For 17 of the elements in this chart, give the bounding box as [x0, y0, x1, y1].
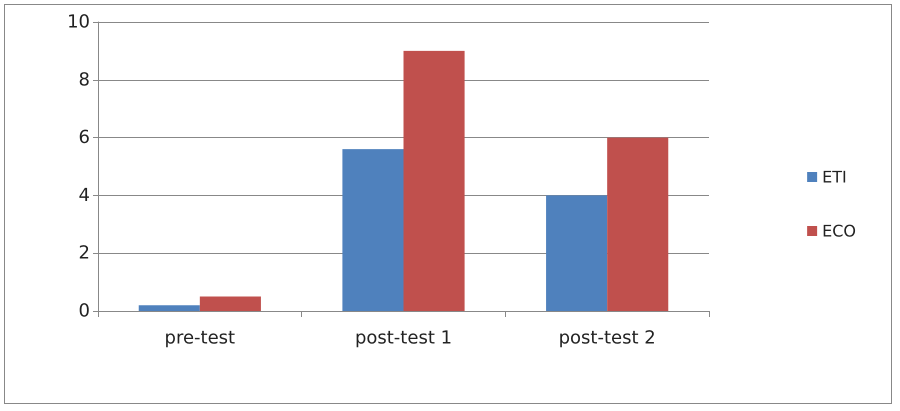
bar — [546, 195, 608, 311]
legend-label: ETI — [822, 168, 847, 186]
y-tick-label: 10 — [67, 12, 90, 32]
x-tick-label: post-test 2 — [558, 328, 656, 348]
y-tick-label: 6 — [78, 127, 90, 148]
bar — [200, 296, 261, 311]
y-tick-label: 2 — [78, 242, 90, 264]
bar — [607, 138, 668, 311]
x-tick-label: post-test 1 — [354, 328, 452, 348]
bar — [138, 305, 200, 311]
y-tick-label: 4 — [78, 184, 90, 206]
y-tick-label: 8 — [78, 69, 90, 90]
bar — [342, 149, 404, 311]
legend-label: ECO — [822, 222, 856, 240]
x-tick-label: pre-test — [164, 328, 236, 348]
bar — [404, 50, 465, 311]
y-tick-label: 0 — [78, 300, 90, 322]
